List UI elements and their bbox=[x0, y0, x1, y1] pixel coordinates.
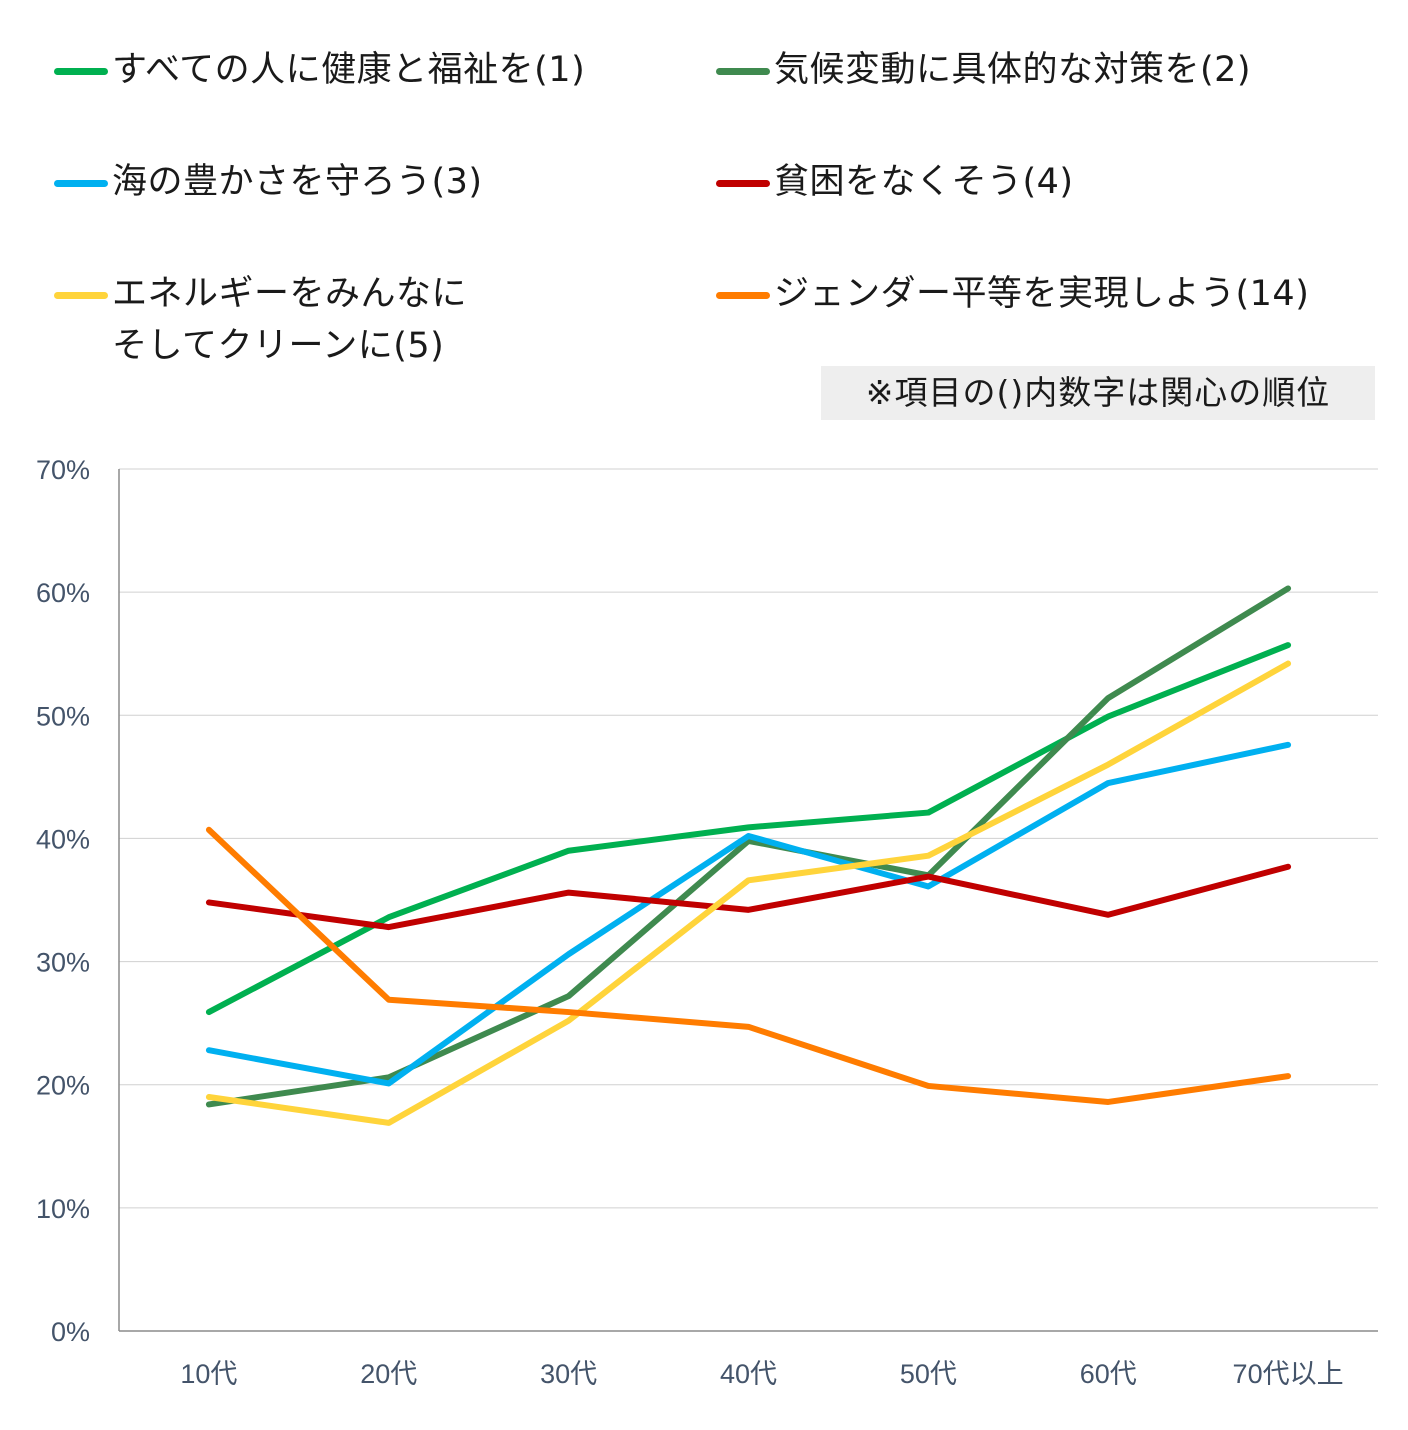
legend-item-1: すべての人に健康と福祉を(1) bbox=[54, 44, 585, 96]
legend-label: 気候変動に具体的な対策を(2) bbox=[774, 50, 1252, 90]
series-line-2 bbox=[205, 585, 1292, 1108]
ranking-note: ※項目の()内数字は関心の順位 bbox=[821, 366, 1375, 420]
legend-swatch-icon bbox=[54, 292, 108, 299]
x-tick-label: 30代 bbox=[540, 1359, 597, 1389]
y-tick-label: 20% bbox=[36, 1071, 90, 1101]
legend-label: ジェンダー平等を実現しよう(14) bbox=[774, 274, 1310, 314]
legend-label: エネルギーをみんなに そしてクリーンに(5) bbox=[112, 274, 468, 366]
legend-label: すべての人に健康と福祉を(1) bbox=[112, 50, 586, 90]
legend-swatch-icon bbox=[716, 292, 770, 299]
legend-item-2: 気候変動に具体的な対策を(2) bbox=[716, 44, 1251, 96]
series-line-6 bbox=[205, 826, 1292, 1105]
x-tick-label: 10代 bbox=[180, 1359, 237, 1389]
legend-label: 海の豊かさを守ろう(3) bbox=[112, 162, 483, 202]
series-line-5 bbox=[205, 660, 1292, 1126]
legend-swatch-icon bbox=[54, 180, 108, 187]
legend-item-3: 海の豊かさを守ろう(3) bbox=[54, 156, 483, 208]
y-tick-label: 40% bbox=[36, 824, 90, 854]
legend-label: 貧困をなくそう(4) bbox=[774, 162, 1074, 202]
legend-item-6: ジェンダー平等を実現しよう(14) bbox=[716, 268, 1309, 320]
y-tick-label: 60% bbox=[36, 578, 90, 608]
legend-swatch-icon bbox=[54, 68, 108, 75]
x-tick-label: 60代 bbox=[1080, 1359, 1137, 1389]
y-tick-label: 50% bbox=[36, 701, 90, 731]
x-tick-label: 50代 bbox=[900, 1359, 957, 1389]
y-tick-label: 0% bbox=[51, 1317, 90, 1347]
x-tick-label: 40代 bbox=[720, 1359, 777, 1389]
legend-item-4: 貧困をなくそう(4) bbox=[716, 156, 1074, 208]
x-tick-label: 70代以上 bbox=[1233, 1359, 1344, 1389]
legend-swatch-icon bbox=[716, 68, 770, 75]
y-tick-label: 10% bbox=[36, 1194, 90, 1224]
y-tick-label: 30% bbox=[36, 948, 90, 978]
x-tick-label: 20代 bbox=[360, 1359, 417, 1389]
series-line-1 bbox=[205, 642, 1292, 1016]
legend-item-5: エネルギーをみんなに そしてクリーンに(5) bbox=[54, 268, 467, 372]
series-line-3 bbox=[205, 741, 1292, 1087]
legend-swatch-icon bbox=[716, 180, 770, 187]
y-tick-label: 70% bbox=[36, 455, 90, 485]
series-line-4 bbox=[205, 863, 1292, 931]
